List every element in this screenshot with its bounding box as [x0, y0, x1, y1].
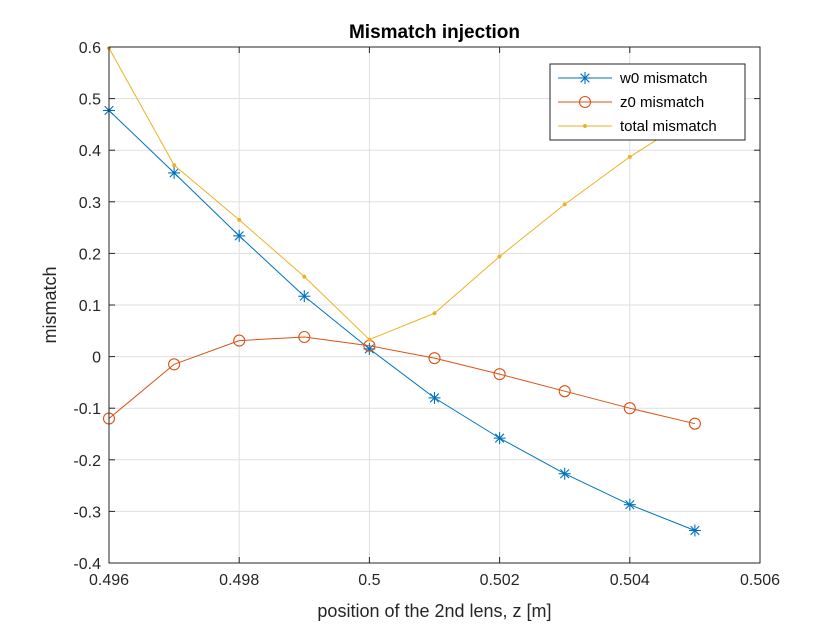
x-tick-label: 0.506: [740, 572, 780, 589]
x-tick-label: 0.5: [358, 572, 380, 589]
legend-label: z0 mismatch: [620, 94, 704, 111]
y-tick-label: 0: [92, 350, 101, 367]
chart-title: Mismatch injection: [349, 22, 520, 43]
legend-label: w0 mismatch: [619, 70, 708, 87]
w0-mismatch-point: [428, 391, 441, 404]
z0-mismatch-point: [298, 330, 311, 344]
series-total-mismatch: [106, 47, 697, 342]
total-mismatch-point: [562, 202, 567, 207]
legend-marker: [578, 95, 592, 109]
y-tick-label: 0.5: [79, 92, 101, 109]
x-tick-label: 0.498: [219, 572, 259, 589]
y-tick-label: -0.3: [73, 504, 101, 521]
w0-mismatch-point: [493, 432, 506, 445]
axis-ticks: 0.496 0.498 0.5 0.502 0.504 0.506 -0.4 -0.3 -0.2…: [73, 40, 780, 589]
legend-item-w0-mismatch: w0 mismatch: [558, 70, 708, 87]
total-mismatch-point: [627, 154, 632, 159]
total-mismatch-line: [108, 47, 696, 341]
x-tick-label: 0.504: [610, 572, 650, 589]
total-mismatch-point: [172, 163, 177, 168]
y-tick-label: 0.4: [79, 143, 101, 160]
legend-item-total-mismatch: total mismatch: [558, 118, 717, 135]
total-mismatch-point: [367, 337, 372, 342]
w0-mismatch-point: [298, 290, 311, 303]
z0-mismatch-point: [623, 402, 636, 415]
total-mismatch-point: [302, 274, 307, 279]
z0-mismatch-point: [233, 334, 246, 347]
legend-marker: [582, 123, 588, 129]
y-tick-label: -0.1: [73, 401, 101, 418]
legend-box: [549, 63, 746, 141]
z0-mismatch-point: [688, 417, 701, 430]
z0-mismatch-point: [428, 352, 441, 365]
z0-mismatch-point: [558, 385, 571, 398]
legend-item-z0-mismatch: z0 mismatch: [558, 94, 704, 111]
total-mismatch-point: [237, 217, 242, 222]
w0-mismatch-point: [623, 498, 636, 511]
y-axis-label: mismatch: [40, 266, 60, 343]
total-mismatch-point: [497, 254, 502, 259]
x-axis-label: position of the 2nd lens, z [m]: [317, 601, 551, 621]
y-tick-label: 0.3: [79, 195, 101, 212]
w0-mismatch-point: [688, 524, 701, 537]
w0-mismatch-point: [168, 166, 181, 179]
y-tick-label: 0.6: [79, 40, 101, 57]
z0-mismatch-point: [493, 368, 506, 381]
series-layer: [102, 47, 701, 537]
w0-mismatch-line: [108, 110, 696, 531]
y-tick-label: -0.2: [73, 453, 101, 470]
legend-marker: [579, 72, 591, 84]
z0-mismatch-point: [168, 358, 181, 371]
y-tick-label: -0.4: [73, 556, 101, 573]
w0-mismatch-point: [558, 467, 571, 480]
y-tick-label: 0.1: [79, 298, 101, 315]
x-tick-label: 0.502: [480, 572, 520, 589]
legend-label: total mismatch: [620, 118, 717, 135]
w0-mismatch-point: [233, 229, 246, 242]
x-tick-label: 0.496: [89, 572, 129, 589]
y-tick-label: 0.2: [79, 246, 101, 263]
total-mismatch-point: [432, 311, 437, 316]
z0-mismatch-line: [108, 336, 696, 425]
legend: w0 mismatch z0 mismatch total mismatch: [549, 63, 746, 141]
